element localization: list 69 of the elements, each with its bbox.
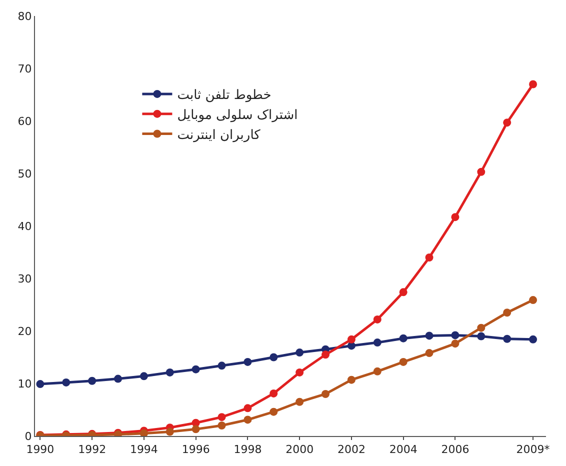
point (399, 288, 408, 296)
point (62, 378, 70, 386)
point (114, 374, 122, 383)
point (270, 389, 278, 398)
point (296, 368, 304, 376)
x-tick-label: 1994 (130, 443, 158, 456)
point (347, 376, 356, 384)
point (529, 80, 538, 88)
point (477, 168, 486, 176)
point (477, 332, 486, 340)
point (503, 334, 512, 343)
point (425, 332, 434, 340)
point (425, 254, 434, 262)
point (166, 428, 174, 436)
y-tick-label: 40 (18, 220, 32, 233)
point (503, 118, 512, 127)
point (451, 331, 460, 340)
legend-label: کاربران اینترنت (177, 128, 262, 143)
point (425, 349, 434, 358)
point (140, 429, 148, 436)
y-tick-label: 80 (18, 10, 32, 23)
point (88, 376, 96, 385)
point (218, 422, 226, 430)
y-tick-label: 0 (24, 430, 32, 443)
x-tick-label: 1990 (26, 443, 54, 456)
point (399, 334, 408, 342)
point (192, 365, 200, 374)
x-tick-label: 2000 (286, 443, 314, 456)
point (477, 324, 486, 332)
point (503, 308, 512, 317)
y-tick-label: 10 (18, 377, 32, 390)
point (140, 372, 148, 380)
point (399, 358, 408, 366)
point (296, 348, 304, 357)
point (270, 408, 278, 416)
point (373, 315, 382, 324)
x-tick-label: 2002 (337, 443, 366, 456)
x-tick-label: 1996 (182, 443, 210, 456)
legend-label: خطوط تلفن ثابت (177, 88, 272, 104)
point (347, 335, 356, 344)
point (244, 404, 252, 412)
legend-label: اشتراک سلولی موبایل (177, 108, 298, 123)
point (451, 340, 460, 348)
point (218, 413, 226, 422)
y-tick-label: 60 (18, 114, 32, 128)
point (218, 362, 226, 370)
x-tick-label: 1998 (234, 443, 262, 456)
x-tick-label: 1992 (78, 443, 106, 456)
y-tick-label: 20 (18, 324, 32, 338)
x-tick-label: 2004 (389, 443, 418, 456)
point (529, 296, 538, 304)
point (451, 213, 460, 222)
point (192, 425, 200, 434)
point (270, 353, 278, 362)
y-tick-label: 70 (18, 62, 32, 76)
point (322, 390, 330, 398)
point (244, 416, 252, 424)
point (373, 338, 382, 347)
point (529, 335, 538, 344)
x-tick-label: 2009* (516, 443, 550, 456)
y-tick-label: 30 (18, 272, 32, 286)
point (244, 358, 252, 366)
point (296, 398, 304, 406)
point (36, 380, 44, 388)
y-tick-label: 50 (18, 167, 32, 180)
x-tick-label: 2006 (441, 443, 470, 456)
point (322, 350, 330, 359)
point (166, 368, 174, 376)
point (373, 367, 382, 376)
